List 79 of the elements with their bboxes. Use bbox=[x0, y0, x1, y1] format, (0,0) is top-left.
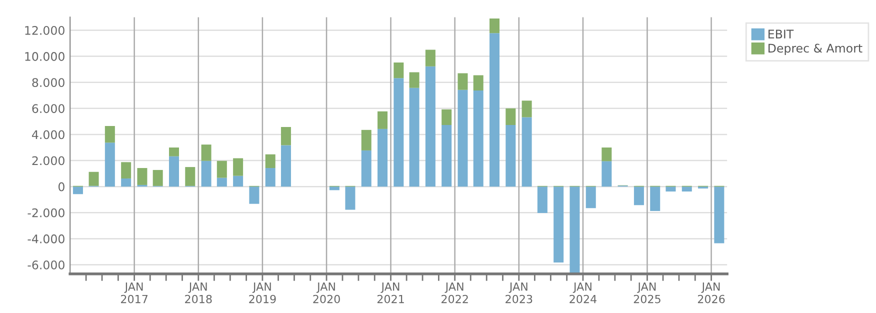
x-tick-label: JAN 2021 bbox=[377, 282, 404, 304]
bar bbox=[394, 78, 404, 187]
y-tick-label: 10.000 bbox=[25, 52, 64, 61]
bar bbox=[409, 72, 420, 88]
bar bbox=[361, 150, 372, 187]
x-tick-label: JAN 2020 bbox=[313, 282, 340, 304]
bar bbox=[586, 186, 596, 208]
bar bbox=[442, 125, 452, 187]
bar bbox=[201, 144, 212, 161]
y-tick-label: 12.000 bbox=[25, 26, 64, 35]
bar bbox=[506, 125, 516, 187]
bar bbox=[554, 186, 564, 262]
x-tick-label: JAN 2019 bbox=[249, 282, 276, 304]
bar bbox=[473, 75, 484, 90]
bar bbox=[682, 186, 692, 192]
x-tick-label: JAN 2023 bbox=[506, 282, 532, 304]
x-tick-label: JAN 2017 bbox=[121, 282, 148, 304]
y-tick-label: -4.000 bbox=[28, 234, 64, 244]
bar bbox=[378, 128, 388, 187]
bar bbox=[152, 170, 163, 186]
bar bbox=[473, 90, 484, 187]
legend-label: Deprec & Amort bbox=[768, 44, 862, 55]
x-tick-label: JAN 2024 bbox=[570, 282, 596, 304]
bar bbox=[409, 88, 420, 187]
y-tick-label: 8.000 bbox=[32, 78, 64, 88]
legend-label: EBIT bbox=[768, 30, 794, 38]
bar bbox=[394, 62, 404, 78]
bar bbox=[104, 142, 115, 187]
bar bbox=[121, 178, 132, 187]
y-tick-label: -6.000 bbox=[28, 260, 64, 270]
bar bbox=[216, 178, 227, 187]
x-tick-label: JAN 2025 bbox=[634, 282, 660, 304]
bar bbox=[216, 160, 227, 178]
bar bbox=[537, 186, 548, 213]
bar bbox=[185, 167, 196, 186]
bar bbox=[634, 186, 644, 206]
bar bbox=[329, 186, 340, 190]
bar bbox=[88, 172, 99, 186]
bar bbox=[522, 117, 532, 187]
bar bbox=[265, 154, 276, 168]
bar bbox=[345, 186, 356, 210]
bar bbox=[121, 162, 132, 178]
y-tick-label: 0 bbox=[58, 182, 64, 192]
y-tick-label: 2.000 bbox=[32, 156, 64, 166]
bar bbox=[233, 158, 244, 176]
bar bbox=[602, 148, 612, 162]
bar bbox=[72, 186, 83, 194]
bar bbox=[249, 186, 260, 204]
bar bbox=[361, 130, 372, 150]
x-tick-label: JAN 2018 bbox=[185, 282, 212, 304]
bar bbox=[650, 186, 660, 212]
bar bbox=[425, 50, 436, 66]
bar bbox=[570, 186, 580, 274]
bar bbox=[506, 108, 516, 126]
bar bbox=[378, 111, 388, 129]
bar bbox=[490, 18, 500, 34]
bar bbox=[458, 90, 468, 187]
bar bbox=[714, 186, 724, 244]
bar bbox=[666, 186, 676, 192]
bar bbox=[104, 126, 115, 143]
bar bbox=[201, 160, 212, 187]
bar bbox=[490, 33, 500, 187]
bar bbox=[137, 168, 148, 185]
bar bbox=[458, 73, 468, 90]
y-tick-label: -2.000 bbox=[28, 208, 64, 218]
bar bbox=[522, 100, 532, 118]
bar bbox=[265, 168, 276, 187]
bar bbox=[280, 145, 291, 187]
bar bbox=[425, 66, 436, 187]
bar bbox=[280, 126, 291, 146]
bar bbox=[442, 109, 452, 126]
bar bbox=[602, 161, 612, 187]
bar bbox=[168, 148, 179, 156]
bar bbox=[233, 176, 244, 187]
y-tick-label: 6.000 bbox=[32, 104, 64, 114]
x-tick-label: JAN 2026 bbox=[698, 282, 725, 304]
y-tick-label: 4.000 bbox=[32, 130, 64, 140]
x-tick-label: JAN 2022 bbox=[442, 282, 468, 304]
bar bbox=[168, 156, 179, 187]
